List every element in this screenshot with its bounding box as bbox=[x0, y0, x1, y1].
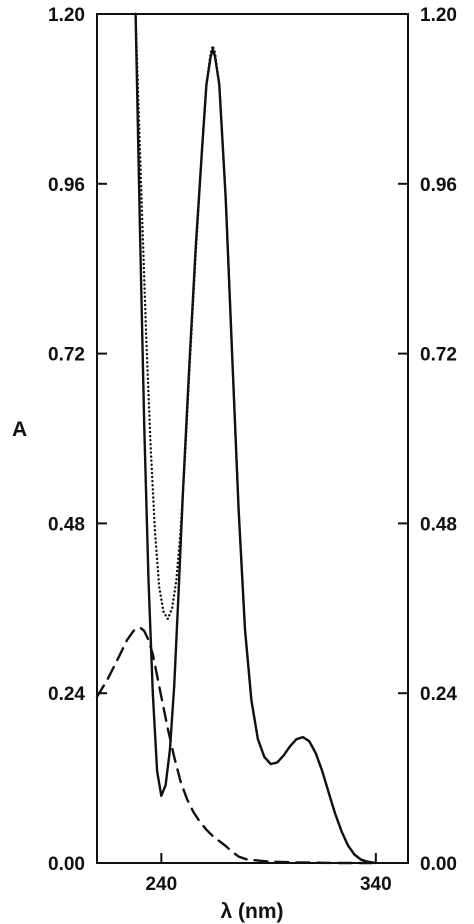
right-y-axis: 0.00 0.24 0.48 0.72 0.96 1.20 bbox=[398, 5, 457, 875]
y-axis-title: A bbox=[12, 418, 27, 441]
right-y-tick-label: 0.00 bbox=[420, 854, 457, 875]
left-y-tick-label: 0.96 bbox=[48, 175, 85, 196]
left-y-tick-label: 1.20 bbox=[48, 5, 85, 26]
left-y-tick-label: 0.72 bbox=[48, 345, 85, 366]
right-y-tick-label: 0.96 bbox=[420, 175, 457, 196]
right-y-tick-label: 1.20 bbox=[420, 5, 457, 26]
x-axis-title: λ (nm) bbox=[221, 900, 284, 923]
right-y-tick-label: 0.24 bbox=[420, 684, 457, 705]
plot-frame bbox=[96, 13, 409, 864]
solid-spectrum-line bbox=[134, 12, 377, 865]
x-axis: 240 340 bbox=[145, 853, 392, 895]
spectrum-curves bbox=[95, 12, 377, 865]
x-tick-label: 240 bbox=[145, 874, 177, 895]
right-y-tick-label: 0.48 bbox=[420, 514, 457, 535]
left-y-tick-label: 0.48 bbox=[48, 514, 85, 535]
right-y-tick-label: 0.72 bbox=[420, 345, 457, 366]
x-tick-label: 340 bbox=[360, 874, 392, 895]
dotted-spectrum-line bbox=[134, 12, 377, 865]
left-y-tick-label: 0.00 bbox=[48, 854, 85, 875]
left-y-tick-label: 0.24 bbox=[48, 684, 85, 705]
left-y-axis: 0.00 0.24 0.48 0.72 0.96 1.20 bbox=[48, 5, 107, 875]
dashed-spectrum-line bbox=[95, 626, 377, 865]
